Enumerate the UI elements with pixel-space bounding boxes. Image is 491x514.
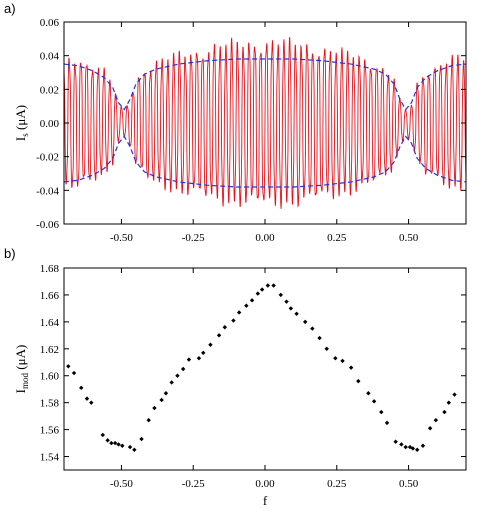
data-point [208,342,213,347]
data-point [310,326,315,331]
data-point [414,447,420,452]
data-point [446,400,451,405]
data-point [393,439,398,444]
data-point [152,405,157,411]
panel-b-label: b) [4,246,16,261]
a-y-tick-label: 0.06 [40,17,60,29]
data-point [442,409,447,415]
data-point [89,400,94,405]
data-point [265,283,271,288]
b-x-tick-label: 0.00 [255,478,275,490]
a-y-tick-label: -0.06 [36,219,59,231]
data-point [222,325,227,330]
data-point [175,373,180,378]
data-point [100,432,105,438]
data-point [127,444,133,450]
b-x-tick-label: 0.25 [327,478,347,490]
data-point [271,283,276,288]
y-axis-label-b: Imod (μA) [13,345,30,394]
a-y-tick-label: -0.04 [36,185,59,197]
data-point [79,385,84,391]
plot-frame-b [63,267,467,471]
b-y-tick-label: 1.60 [40,371,60,383]
b-y-tick-label: 1.58 [40,398,60,410]
data-point [66,364,71,369]
a-y-tick-label: 0.02 [40,84,59,96]
a-y-tick-label: 0.00 [40,118,60,130]
b-y-tick-label: 1.62 [40,344,59,356]
data-point [159,397,164,403]
data-point [356,378,361,384]
data-point [196,356,202,361]
data-point [244,303,249,308]
data-point [379,409,384,415]
data-point [278,292,283,298]
data-point [105,438,110,443]
b-y-tick-label: 1.56 [40,425,60,437]
data-point [216,333,222,338]
a-x-tick-label: 0.50 [399,232,419,244]
b-y-tick-label: 1.54 [40,452,60,464]
a-y-tick-label: -0.02 [36,152,59,164]
data-point [340,358,345,364]
panel-a-label: a) [4,1,16,16]
data-point [284,299,289,304]
data-point [132,447,137,452]
data-point [116,442,121,447]
data-point [294,311,299,316]
panel-a-chart: -0.50 -0.25 0.00 0.25 0.50 -0.06 -0.04 -0.02 0.0… [13,17,467,244]
data-point [186,357,192,362]
envelope-lower-series [64,135,466,188]
data-point [255,291,261,296]
panel-b-chart: -0.50 -0.25 0.00 0.25 0.50 1.54 1.56 1.58 1.60 1.… [13,263,467,508]
a-x-tick-label: -0.25 [182,232,205,244]
data-point [201,350,206,356]
data-point [139,436,144,442]
data-point [366,391,371,396]
oscillation-series [64,36,466,209]
a-y-tick-label: 0.04 [40,51,60,63]
data-point [403,444,408,450]
b-x-tick-label: -0.25 [182,478,205,490]
data-point [120,443,125,448]
b-x-tick-label: 0.50 [399,478,419,490]
y-axis-label-a: Is (μA) [13,105,30,141]
data-point [333,356,338,361]
b-y-tick-label: 1.68 [40,263,60,275]
data-point [180,366,186,372]
b-y-tick-label: 1.66 [40,290,60,302]
data-point [303,319,308,325]
a-x-tick-label: -0.50 [110,232,133,244]
data-point [236,310,242,315]
data-point [317,335,322,341]
data-point [288,306,294,311]
data-point [71,370,77,376]
data-point [109,440,114,446]
x-axis-label-b: f [263,493,268,508]
data-point [452,392,457,397]
data-point [410,446,416,451]
data-point [231,318,236,323]
data-point [433,417,439,423]
envelope-upper-series [64,58,466,111]
data-point [371,399,377,404]
data-point [384,420,390,426]
data-point [163,391,169,396]
data-point [112,440,118,446]
data-point [84,396,90,401]
data-point [399,442,404,447]
a-x-tick-label: 0.00 [255,232,275,244]
b-y-tick-label: 1.64 [40,317,60,329]
data-point [348,365,354,370]
data-point [420,443,426,448]
b-x-tick-label: -0.50 [110,478,133,490]
data-point [324,346,329,351]
a-x-tick-label: 0.25 [327,232,347,244]
data-point [259,287,265,292]
data-point [169,380,174,385]
data-point [427,426,433,431]
data-point [249,298,255,303]
data-point [146,417,151,423]
